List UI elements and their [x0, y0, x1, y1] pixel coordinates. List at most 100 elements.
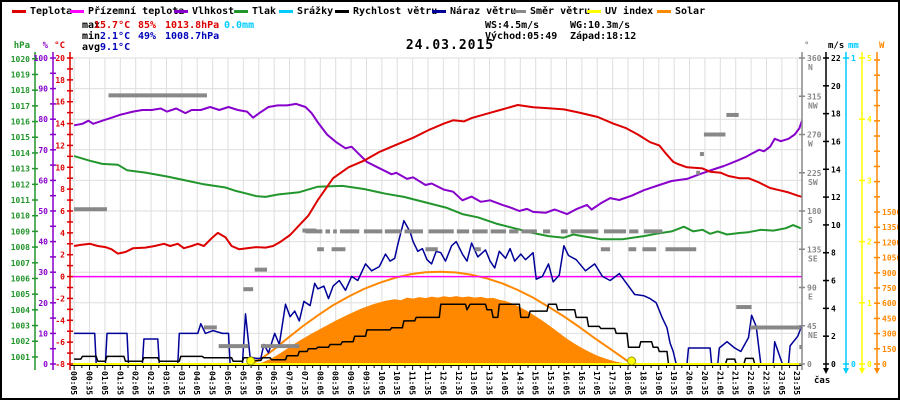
axis-tick-label: 14: [831, 165, 841, 174]
axis-tick-label: -2: [55, 294, 65, 303]
axis-tick-label: 4: [867, 115, 872, 124]
time-tick-label: 09:35: [361, 371, 370, 395]
axis-tick-label: 16: [55, 98, 65, 107]
time-tick-label: 17:35: [608, 371, 617, 395]
time-tick-label: 23:05: [777, 371, 786, 395]
time-tick-label: 09:05: [346, 371, 355, 395]
stat-label: avg: [82, 42, 101, 53]
stat-value: 9.1°C: [100, 42, 131, 53]
axis-tick-label: 40: [38, 238, 48, 247]
axis-tick-label: 1002: [11, 337, 30, 346]
axis-tick-label: 18: [831, 110, 841, 119]
legend-label: UV index: [605, 6, 654, 17]
time-tick-label: 10:05: [377, 371, 386, 395]
stat-value: Východ:05:49: [485, 31, 558, 42]
axis-tick-label: 1009: [11, 227, 30, 236]
axis-tick-label: 600: [882, 299, 897, 308]
axis-title-mm: mm: [848, 41, 859, 51]
legend-item-uv-index: UV index: [587, 6, 653, 17]
time-tick-label: 05:05: [223, 371, 232, 395]
stat-value: 49%: [138, 31, 157, 42]
time-tick-label: 02:35: [146, 371, 155, 395]
axis-title-ms: m/s: [828, 41, 844, 51]
time-tick-label: 15:35: [546, 371, 555, 395]
time-tick-label: 00:05: [69, 371, 78, 395]
axis-tick-label: 22: [831, 54, 841, 63]
stat-value: 0.0mm: [224, 20, 255, 31]
axis-tick-label: 10: [831, 221, 841, 230]
legend-item-vlhkost: Vlhkost: [174, 6, 234, 17]
axis-tick-label: 50: [38, 207, 48, 216]
compass-label: W: [808, 140, 813, 149]
axis-tick-label: 270: [807, 131, 822, 140]
time-tick-label: 18:05: [623, 371, 632, 395]
time-tick-label: 08:35: [331, 371, 340, 395]
legend-swatch: [512, 10, 526, 13]
axis-tick-label: 0: [851, 360, 856, 369]
legend-item-p-zemn-teplota: Přízemní teplota: [70, 6, 184, 17]
axis-tick-label: 6: [60, 207, 65, 216]
legend-swatch: [234, 10, 248, 13]
axis-hpa: 1001 1002 1003 1004 1005 1006 1007 1008 1009 1010…: [11, 41, 38, 370]
time-tick-label: 11:35: [423, 371, 432, 395]
axis-tick-label: 225: [807, 169, 822, 178]
stat-label: max: [82, 20, 101, 31]
axis-tick-label: 100: [34, 54, 49, 63]
axis-tick-label: 16: [831, 137, 841, 146]
axis-tick-label: 2: [867, 238, 872, 247]
time-tick-label: 07:05: [285, 371, 294, 395]
legend-swatch: [174, 10, 188, 13]
legend-label: Solar: [675, 6, 706, 17]
compass-label: SE: [808, 254, 818, 263]
axis-tick-label: -4: [55, 316, 65, 325]
legend-swatch: [587, 10, 601, 13]
axis-tick-label: 8: [60, 185, 65, 194]
time-tick-label: 14:35: [515, 371, 524, 395]
axis-tick-label: 450: [882, 314, 897, 323]
axis-w: 0 150 300 450 600 750 900 1050 1200 1350 1500 W: [874, 41, 900, 374]
axis-tick-label: 12: [831, 193, 841, 202]
legend-item-tlak: Tlak: [234, 6, 276, 17]
time-tick-label: 08:05: [315, 371, 324, 395]
legend-swatch: [335, 10, 349, 13]
axis-tick-label: 1: [867, 299, 872, 308]
stat-value: WS:4.5m/s: [485, 20, 540, 31]
legend-label: Tlak: [252, 6, 277, 17]
axis-tick-label: 1010: [11, 212, 30, 221]
axis-tick-label: 1015: [11, 133, 30, 142]
sunrise-marker: [246, 356, 256, 366]
axis-tick-label: 1: [851, 54, 856, 63]
axis-tick-label: 2: [831, 332, 836, 341]
legend-swatch: [70, 10, 84, 13]
axis-tick-label: 12: [55, 141, 65, 150]
axis-tick-label: 0: [43, 360, 48, 369]
time-tick-label: 23:35: [792, 371, 801, 395]
axis-mm: 0 1 mm: [843, 41, 859, 374]
time-tick-label: 19:35: [669, 371, 678, 395]
stat-value: 1008.7hPa: [165, 31, 220, 42]
time-tick-label: 22:35: [761, 371, 770, 395]
legend-item-rychlost-v-tru: Rychlost větru: [335, 6, 437, 17]
time-axis: 00:05 00:35 01:05 01:35 02:05 02:35 03:05 03:35…: [69, 365, 830, 395]
time-tick-label: 07:35: [300, 371, 309, 395]
axis-tick-label: 10: [38, 329, 48, 338]
compass-label: NE: [808, 331, 818, 340]
series-wind-speed: [74, 303, 802, 365]
axis-tick-label: 4: [60, 229, 65, 238]
axis-tick-label: 1014: [11, 149, 30, 158]
time-tick-label: 11:05: [408, 371, 417, 395]
stat-value: Západ:18:12: [570, 31, 637, 42]
compass-label: E: [808, 293, 813, 302]
time-tick-label: 20:05: [685, 371, 694, 395]
legend-label: Náraz větru: [450, 6, 517, 17]
axis-tick-label: 150: [882, 345, 897, 354]
time-tick-label: 01:35: [115, 371, 124, 395]
compass-label: NW: [808, 101, 818, 110]
legend-swatch: [657, 10, 671, 13]
legend-label: Srážky: [297, 6, 334, 17]
legend-label: Vlhkost: [192, 6, 235, 17]
axis-tick-label: 1012: [11, 180, 30, 189]
axis-tick-label: 1050: [882, 254, 900, 263]
axis-tick-label: 1008: [11, 243, 30, 252]
